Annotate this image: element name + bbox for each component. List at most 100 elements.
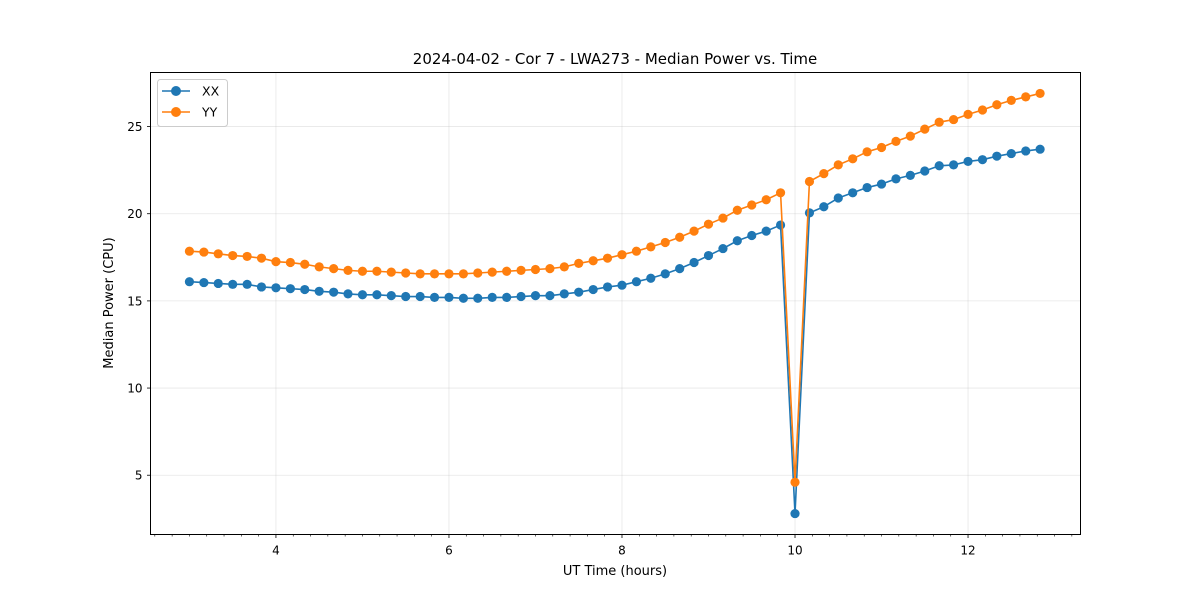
data-point-xx — [574, 287, 584, 297]
data-point-yy — [761, 195, 771, 205]
data-point-yy — [213, 249, 223, 259]
data-point-xx — [545, 291, 555, 301]
data-point-yy — [228, 250, 238, 261]
data-point-xx — [862, 182, 872, 193]
data-point-yy — [963, 109, 973, 119]
data-point-yy — [617, 250, 627, 260]
data-point-yy — [1035, 88, 1045, 99]
data-point-xx — [415, 291, 425, 302]
data-point-yy — [747, 200, 757, 210]
data-point-yy — [473, 268, 483, 278]
data-point-xx — [516, 291, 526, 302]
data-point-yy — [300, 259, 310, 269]
data-point-xx — [256, 282, 267, 292]
data-point-yy — [329, 264, 339, 274]
data-point-xx — [228, 279, 238, 289]
data-point-yy — [1006, 95, 1016, 105]
x-axis-label: UT Time (hours) — [563, 564, 667, 579]
data-point-yy — [602, 253, 613, 263]
data-point-xx — [559, 289, 569, 299]
data-point-xx — [747, 230, 757, 241]
data-point-yy — [588, 256, 598, 266]
data-point-xx — [732, 236, 742, 246]
data-point-xx — [631, 277, 642, 287]
data-point-xx — [213, 278, 223, 289]
data-point-yy — [574, 258, 584, 269]
data-point-yy — [876, 142, 887, 153]
data-point-yy — [502, 266, 512, 276]
data-point-yy — [343, 265, 353, 275]
data-point-xx — [386, 291, 396, 301]
data-point-xx — [329, 287, 339, 297]
data-point-yy — [256, 253, 267, 263]
chart-title: 2024-04-02 - Cor 7 - LWA273 - Median Pow… — [413, 50, 817, 68]
data-point-xx — [617, 280, 627, 290]
data-point-xx — [718, 243, 728, 254]
legend-marker-xx — [171, 86, 181, 96]
data-point-xx — [920, 166, 930, 176]
data-point-xx — [761, 226, 771, 236]
x-tick-label: 8 — [618, 544, 626, 558]
y-axis-label: Median Power (CPU) — [102, 237, 117, 368]
x-axis: 4 6 8 10 12 — [154, 534, 1073, 558]
data-point-xx — [848, 188, 858, 198]
data-point-yy — [429, 269, 440, 279]
data-point-yy — [646, 242, 656, 252]
data-point-yy — [790, 477, 800, 487]
y-tick-label: 25 — [127, 120, 142, 134]
data-point-xx — [675, 264, 685, 274]
data-point-xx — [242, 279, 252, 289]
data-point-xx — [444, 292, 454, 302]
y-tick-label: 15 — [127, 294, 142, 308]
data-point-yy — [285, 257, 295, 268]
data-point-yy — [386, 267, 396, 277]
data-point-xx — [905, 170, 915, 180]
x-tick-label: 6 — [445, 544, 453, 558]
data-point-xx — [660, 269, 670, 279]
data-point-xx — [833, 193, 843, 203]
data-point-xx — [199, 277, 209, 288]
data-point-xx — [891, 174, 901, 184]
legend-label-yy: YY — [201, 105, 218, 120]
data-point-xx — [502, 292, 512, 302]
data-point-xx — [790, 508, 800, 519]
plot-frame — [150, 72, 1081, 535]
y-axis: 5 10 15 20 25 — [127, 120, 151, 483]
data-point-yy — [675, 232, 685, 242]
data-point-xx — [876, 179, 887, 189]
data-point-yy — [559, 262, 569, 272]
data-point-yy — [732, 205, 742, 215]
data-point-yy — [703, 219, 714, 229]
series-layer — [184, 88, 1045, 519]
data-point-yy — [819, 169, 829, 179]
data-point-xx — [184, 277, 195, 287]
data-point-yy — [444, 269, 454, 279]
data-point-xx — [473, 293, 483, 303]
data-point-yy — [977, 105, 988, 115]
data-point-yy — [530, 264, 541, 275]
data-point-yy — [660, 237, 670, 248]
data-point-xx — [588, 284, 598, 295]
data-point-xx — [819, 202, 829, 212]
data-point-yy — [1021, 92, 1031, 102]
data-point-yy — [271, 257, 281, 267]
data-point-xx — [401, 291, 411, 302]
data-point-xx — [963, 156, 973, 167]
data-point-xx — [703, 250, 714, 261]
data-point-yy — [891, 136, 901, 146]
data-point-xx — [357, 290, 368, 300]
data-point-yy — [487, 267, 497, 277]
x-tick-label: 10 — [787, 544, 802, 558]
data-point-xx — [775, 220, 786, 230]
x-tick-label: 4 — [272, 544, 280, 558]
data-point-yy — [948, 114, 959, 125]
data-point-yy — [992, 100, 1002, 110]
data-point-yy — [775, 188, 786, 198]
data-point-xx — [646, 273, 656, 283]
data-point-xx — [343, 289, 353, 299]
data-point-yy — [545, 264, 555, 274]
data-point-xx — [285, 284, 295, 294]
y-tick-label: 20 — [127, 207, 142, 221]
data-point-xx — [300, 284, 310, 295]
